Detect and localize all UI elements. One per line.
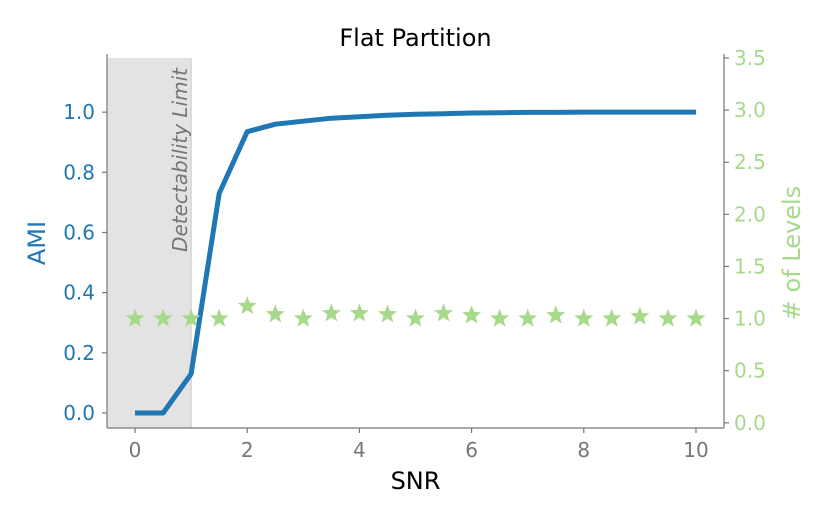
- x-tick-label: 6: [465, 438, 478, 462]
- left-y-tick-label: 0.8: [63, 160, 95, 184]
- x-tick-label: 10: [683, 438, 708, 462]
- left-y-tick-label: 0.4: [63, 281, 95, 305]
- levels-star-point: [265, 304, 285, 323]
- right-y-tick-label: 3.5: [734, 46, 766, 70]
- right-y-tick-label: 2.5: [734, 150, 766, 174]
- right-y-tick-label: 1.5: [734, 254, 766, 278]
- levels-star-point: [181, 308, 201, 327]
- levels-star-point: [237, 296, 257, 315]
- right-y-tick-label: 1.0: [734, 307, 766, 331]
- left-y-tick-label: 0.2: [63, 341, 95, 365]
- x-tick-label: 8: [577, 438, 590, 462]
- chart-title: Flat Partition: [339, 24, 491, 52]
- levels-star-point: [462, 305, 482, 324]
- x-tick-label: 4: [353, 438, 366, 462]
- levels-star-point: [321, 303, 341, 322]
- levels-star-point: [686, 308, 706, 327]
- detectability-region: [107, 58, 192, 428]
- levels-star-point: [406, 308, 425, 327]
- left-y-axis-title: AMI: [23, 221, 51, 265]
- levels-star-point: [630, 306, 650, 325]
- ami-series-line: [135, 109, 696, 416]
- x-ticks: 0 2 4 6 8 10: [129, 428, 709, 462]
- right-y-tick-label: 2.0: [734, 202, 766, 226]
- levels-series-points: [125, 296, 706, 327]
- levels-star-point: [377, 304, 397, 323]
- x-tick-label: 2: [241, 438, 254, 462]
- left-y-tick-label: 0.6: [63, 220, 95, 244]
- right-y-ticks: 0.0 0.5 1.0 1.5 2.0 2.5 3.0 3.5: [724, 46, 766, 435]
- levels-star-point: [518, 308, 538, 327]
- levels-star-point: [125, 308, 145, 327]
- levels-star-point: [209, 308, 229, 327]
- levels-star-point: [574, 308, 594, 327]
- left-y-tick-label: 0.0: [63, 401, 95, 425]
- x-axis-title: SNR: [391, 467, 441, 495]
- levels-star-point: [349, 303, 369, 322]
- right-y-tick-label: 3.0: [734, 98, 766, 122]
- detectability-label: Detectability Limit: [168, 67, 192, 252]
- levels-star-point: [658, 308, 678, 327]
- levels-star-point: [434, 303, 454, 322]
- right-y-tick-label: 0.5: [734, 359, 766, 383]
- levels-star-point: [153, 308, 173, 327]
- x-tick-label: 0: [129, 438, 142, 462]
- levels-star-point: [602, 308, 622, 327]
- levels-star-point: [546, 305, 566, 324]
- right-y-tick-label: 0.0: [734, 411, 766, 435]
- levels-star-point: [293, 308, 313, 327]
- left-y-tick-label: 1.0: [63, 100, 95, 124]
- left-y-ticks: 0.0 0.2 0.4 0.6 0.8 1.0: [63, 100, 107, 425]
- right-y-axis-title: # of Levels: [778, 186, 806, 320]
- levels-star-point: [490, 308, 510, 327]
